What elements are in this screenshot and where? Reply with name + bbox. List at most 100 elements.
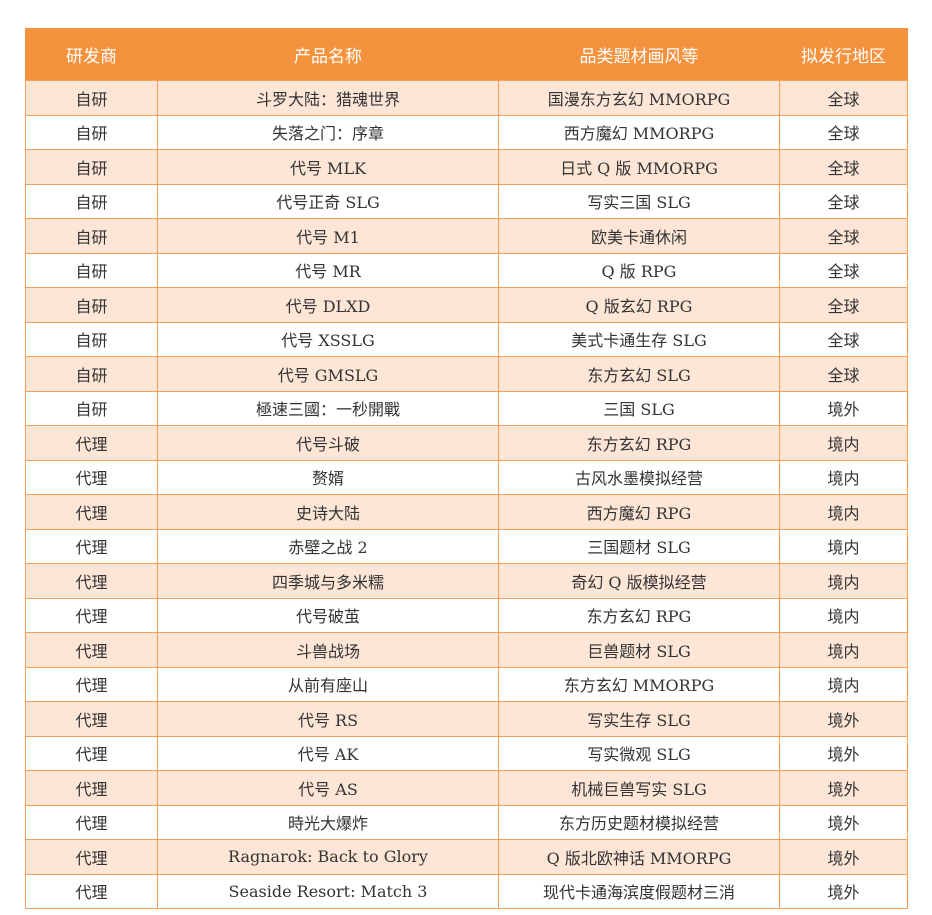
cell-developer: 代理	[25, 425, 158, 461]
cell-genre-style: 日式 Q 版 MMORPG	[498, 149, 780, 185]
table-row: 自研 代号 DLXD Q 版玄幻 RPG 全球	[25, 287, 908, 323]
cell-genre-style: Q 版玄幻 RPG	[498, 287, 780, 323]
cell-developer: 代理	[25, 563, 158, 599]
table-row: 代理 代号 AK 写实微观 SLG 境外	[25, 735, 908, 771]
cell-developer: 代理	[25, 873, 158, 909]
cell-genre-style: 现代卡通海滨度假题材三消	[498, 873, 780, 909]
cell-developer: 代理	[25, 839, 158, 875]
cell-release-region: 境内	[779, 632, 908, 668]
cell-product-name: 史诗大陆	[157, 494, 499, 530]
cell-developer: 自研	[25, 287, 158, 323]
cell-product-name: 斗罗大陆：猎魂世界	[157, 80, 499, 116]
header-product-name: 产品名称	[157, 28, 499, 81]
cell-genre-style: Q 版北欧神话 MMORPG	[498, 839, 780, 875]
cell-product-name: 赤壁之战 2	[157, 528, 499, 564]
table-row: 代理 史诗大陆 西方魔幻 RPG 境内	[25, 494, 908, 530]
table-row: 自研 斗罗大陆：猎魂世界 国漫东方玄幻 MMORPG 全球	[25, 80, 908, 116]
cell-release-region: 全球	[779, 183, 908, 219]
table-row: 代理 代号破茧 东方玄幻 RPG 境内	[25, 597, 908, 633]
cell-product-name: 代号 XSSLG	[157, 321, 499, 357]
table-row: 代理 赤壁之战 2 三国题材 SLG 境内	[25, 528, 908, 564]
cell-genre-style: 写实三国 SLG	[498, 183, 780, 219]
cell-product-name: Ragnarok: Back to Glory	[157, 839, 499, 875]
cell-release-region: 境外	[779, 873, 908, 909]
cell-developer: 自研	[25, 149, 158, 185]
cell-genre-style: Q 版 RPG	[498, 252, 780, 288]
table-row: 自研 代号 MLK 日式 Q 版 MMORPG 全球	[25, 149, 908, 185]
game-pipeline-table-container: 研发商 产品名称 品类题材画风等 拟发行地区 自研 斗罗大陆：猎魂世界 国漫东方玄幻…	[25, 28, 908, 909]
cell-developer: 自研	[25, 218, 158, 254]
cell-product-name: 斗兽战场	[157, 632, 499, 668]
cell-genre-style: 西方魔幻 MMORPG	[498, 114, 780, 150]
cell-product-name: 代号 DLXD	[157, 287, 499, 323]
cell-developer: 代理	[25, 597, 158, 633]
cell-developer: 代理	[25, 770, 158, 806]
cell-release-region: 全球	[779, 218, 908, 254]
cell-genre-style: 写实微观 SLG	[498, 735, 780, 771]
cell-product-name: 代号 MR	[157, 252, 499, 288]
cell-product-name: 時光大爆炸	[157, 804, 499, 840]
header-developer: 研发商	[25, 28, 158, 81]
cell-release-region: 全球	[779, 252, 908, 288]
cell-product-name: 代号 GMSLG	[157, 356, 499, 392]
cell-genre-style: 古风水墨模拟经营	[498, 459, 780, 495]
cell-release-region: 全球	[779, 114, 908, 150]
cell-genre-style: 国漫东方玄幻 MMORPG	[498, 80, 780, 116]
cell-genre-style: 东方玄幻 RPG	[498, 425, 780, 461]
cell-release-region: 全球	[779, 80, 908, 116]
cell-release-region: 境外	[779, 770, 908, 806]
game-pipeline-table: 研发商 产品名称 品类题材画风等 拟发行地区 自研 斗罗大陆：猎魂世界 国漫东方玄幻…	[25, 28, 908, 909]
table-row: 代理 代号 AS 机械巨兽写实 SLG 境外	[25, 770, 908, 806]
table-row: 代理 赘婿 古风水墨模拟经营 境内	[25, 459, 908, 495]
table-row: 自研 極速三國：一秒開戰 三国 SLG 境外	[25, 390, 908, 426]
cell-developer: 代理	[25, 701, 158, 737]
cell-developer: 代理	[25, 632, 158, 668]
cell-release-region: 全球	[779, 321, 908, 357]
cell-developer: 代理	[25, 528, 158, 564]
cell-release-region: 境外	[779, 390, 908, 426]
cell-developer: 代理	[25, 666, 158, 702]
table-row: 自研 代号 GMSLG 东方玄幻 SLG 全球	[25, 356, 908, 392]
cell-genre-style: 三国题材 SLG	[498, 528, 780, 564]
cell-genre-style: 欧美卡通休闲	[498, 218, 780, 254]
cell-genre-style: 三国 SLG	[498, 390, 780, 426]
cell-genre-style: 巨兽题材 SLG	[498, 632, 780, 668]
cell-developer: 自研	[25, 252, 158, 288]
cell-product-name: Seaside Resort: Match 3	[157, 873, 499, 909]
cell-release-region: 境内	[779, 528, 908, 564]
table-row: 自研 代号 XSSLG 美式卡通生存 SLG 全球	[25, 321, 908, 357]
cell-release-region: 全球	[779, 356, 908, 392]
cell-product-name: 極速三國：一秒開戰	[157, 390, 499, 426]
cell-product-name: 代号 AK	[157, 735, 499, 771]
cell-product-name: 四季城与多米糯	[157, 563, 499, 599]
cell-release-region: 全球	[779, 287, 908, 323]
cell-developer: 代理	[25, 494, 158, 530]
cell-genre-style: 东方玄幻 RPG	[498, 597, 780, 633]
table-row: 代理 斗兽战场 巨兽题材 SLG 境内	[25, 632, 908, 668]
cell-product-name: 失落之门：序章	[157, 114, 499, 150]
cell-genre-style: 东方历史题材模拟经营	[498, 804, 780, 840]
cell-developer: 自研	[25, 183, 158, 219]
cell-genre-style: 东方玄幻 MMORPG	[498, 666, 780, 702]
cell-developer: 自研	[25, 321, 158, 357]
cell-developer: 代理	[25, 459, 158, 495]
table-row: 自研 代号正奇 SLG 写实三国 SLG 全球	[25, 183, 908, 219]
cell-product-name: 赘婿	[157, 459, 499, 495]
table-row: 代理 Ragnarok: Back to Glory Q 版北欧神话 MMORPG 境…	[25, 839, 908, 875]
cell-release-region: 境外	[779, 804, 908, 840]
cell-release-region: 境内	[779, 494, 908, 530]
cell-developer: 代理	[25, 804, 158, 840]
table-body: 自研 斗罗大陆：猎魂世界 国漫东方玄幻 MMORPG 全球 自研 失落之门：序章 西方魔幻 …	[25, 80, 908, 909]
cell-release-region: 境内	[779, 563, 908, 599]
header-release-region: 拟发行地区	[779, 28, 908, 81]
table-row: 自研 失落之门：序章 西方魔幻 MMORPG 全球	[25, 114, 908, 150]
table-row: 代理 四季城与多米糯 奇幻 Q 版模拟经营 境内	[25, 563, 908, 599]
cell-release-region: 境内	[779, 425, 908, 461]
table-row: 自研 代号 MR Q 版 RPG 全球	[25, 252, 908, 288]
cell-product-name: 代号 MLK	[157, 149, 499, 185]
table-row: 自研 代号 M1 欧美卡通休闲 全球	[25, 218, 908, 254]
cell-product-name: 代号破茧	[157, 597, 499, 633]
table-row: 代理 代号斗破 东方玄幻 RPG 境内	[25, 425, 908, 461]
cell-product-name: 代号 RS	[157, 701, 499, 737]
cell-release-region: 境内	[779, 459, 908, 495]
